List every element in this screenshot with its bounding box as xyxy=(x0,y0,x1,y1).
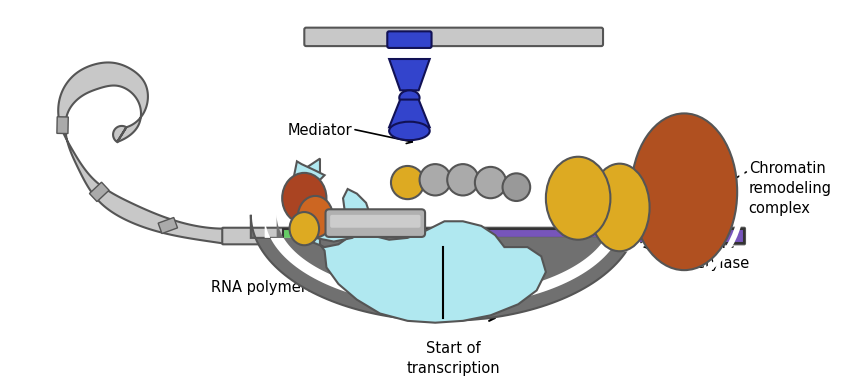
Bar xyxy=(57,117,69,133)
FancyBboxPatch shape xyxy=(326,209,425,237)
Circle shape xyxy=(391,166,424,199)
Bar xyxy=(283,229,338,244)
FancyBboxPatch shape xyxy=(330,215,421,228)
Circle shape xyxy=(503,173,530,201)
Text: TATA box: TATA box xyxy=(278,256,343,271)
Text: Histone
acetylase: Histone acetylase xyxy=(679,236,750,271)
Circle shape xyxy=(447,164,478,195)
Polygon shape xyxy=(293,159,546,323)
Bar xyxy=(338,229,744,244)
Text: Mediator: Mediator xyxy=(287,123,352,138)
Text: Start of
transcription: Start of transcription xyxy=(407,341,500,376)
Polygon shape xyxy=(293,161,371,242)
Polygon shape xyxy=(389,100,430,127)
Ellipse shape xyxy=(389,122,430,140)
Ellipse shape xyxy=(399,90,420,105)
FancyBboxPatch shape xyxy=(222,228,745,244)
Ellipse shape xyxy=(546,157,611,240)
Text: Chromatin
remodeling
complex: Chromatin remodeling complex xyxy=(749,161,832,216)
Polygon shape xyxy=(276,215,612,296)
Circle shape xyxy=(475,167,506,198)
Text: RNA polymerase II: RNA polymerase II xyxy=(211,280,346,295)
Circle shape xyxy=(420,164,451,195)
FancyBboxPatch shape xyxy=(388,31,432,48)
Polygon shape xyxy=(251,215,638,321)
Bar xyxy=(89,182,109,202)
Ellipse shape xyxy=(289,212,319,245)
Polygon shape xyxy=(265,215,624,307)
Ellipse shape xyxy=(298,196,333,238)
FancyBboxPatch shape xyxy=(304,28,603,46)
Ellipse shape xyxy=(631,113,737,270)
Bar xyxy=(159,218,177,233)
Polygon shape xyxy=(59,63,223,244)
Ellipse shape xyxy=(589,164,650,251)
Polygon shape xyxy=(389,59,430,90)
Ellipse shape xyxy=(282,173,326,224)
